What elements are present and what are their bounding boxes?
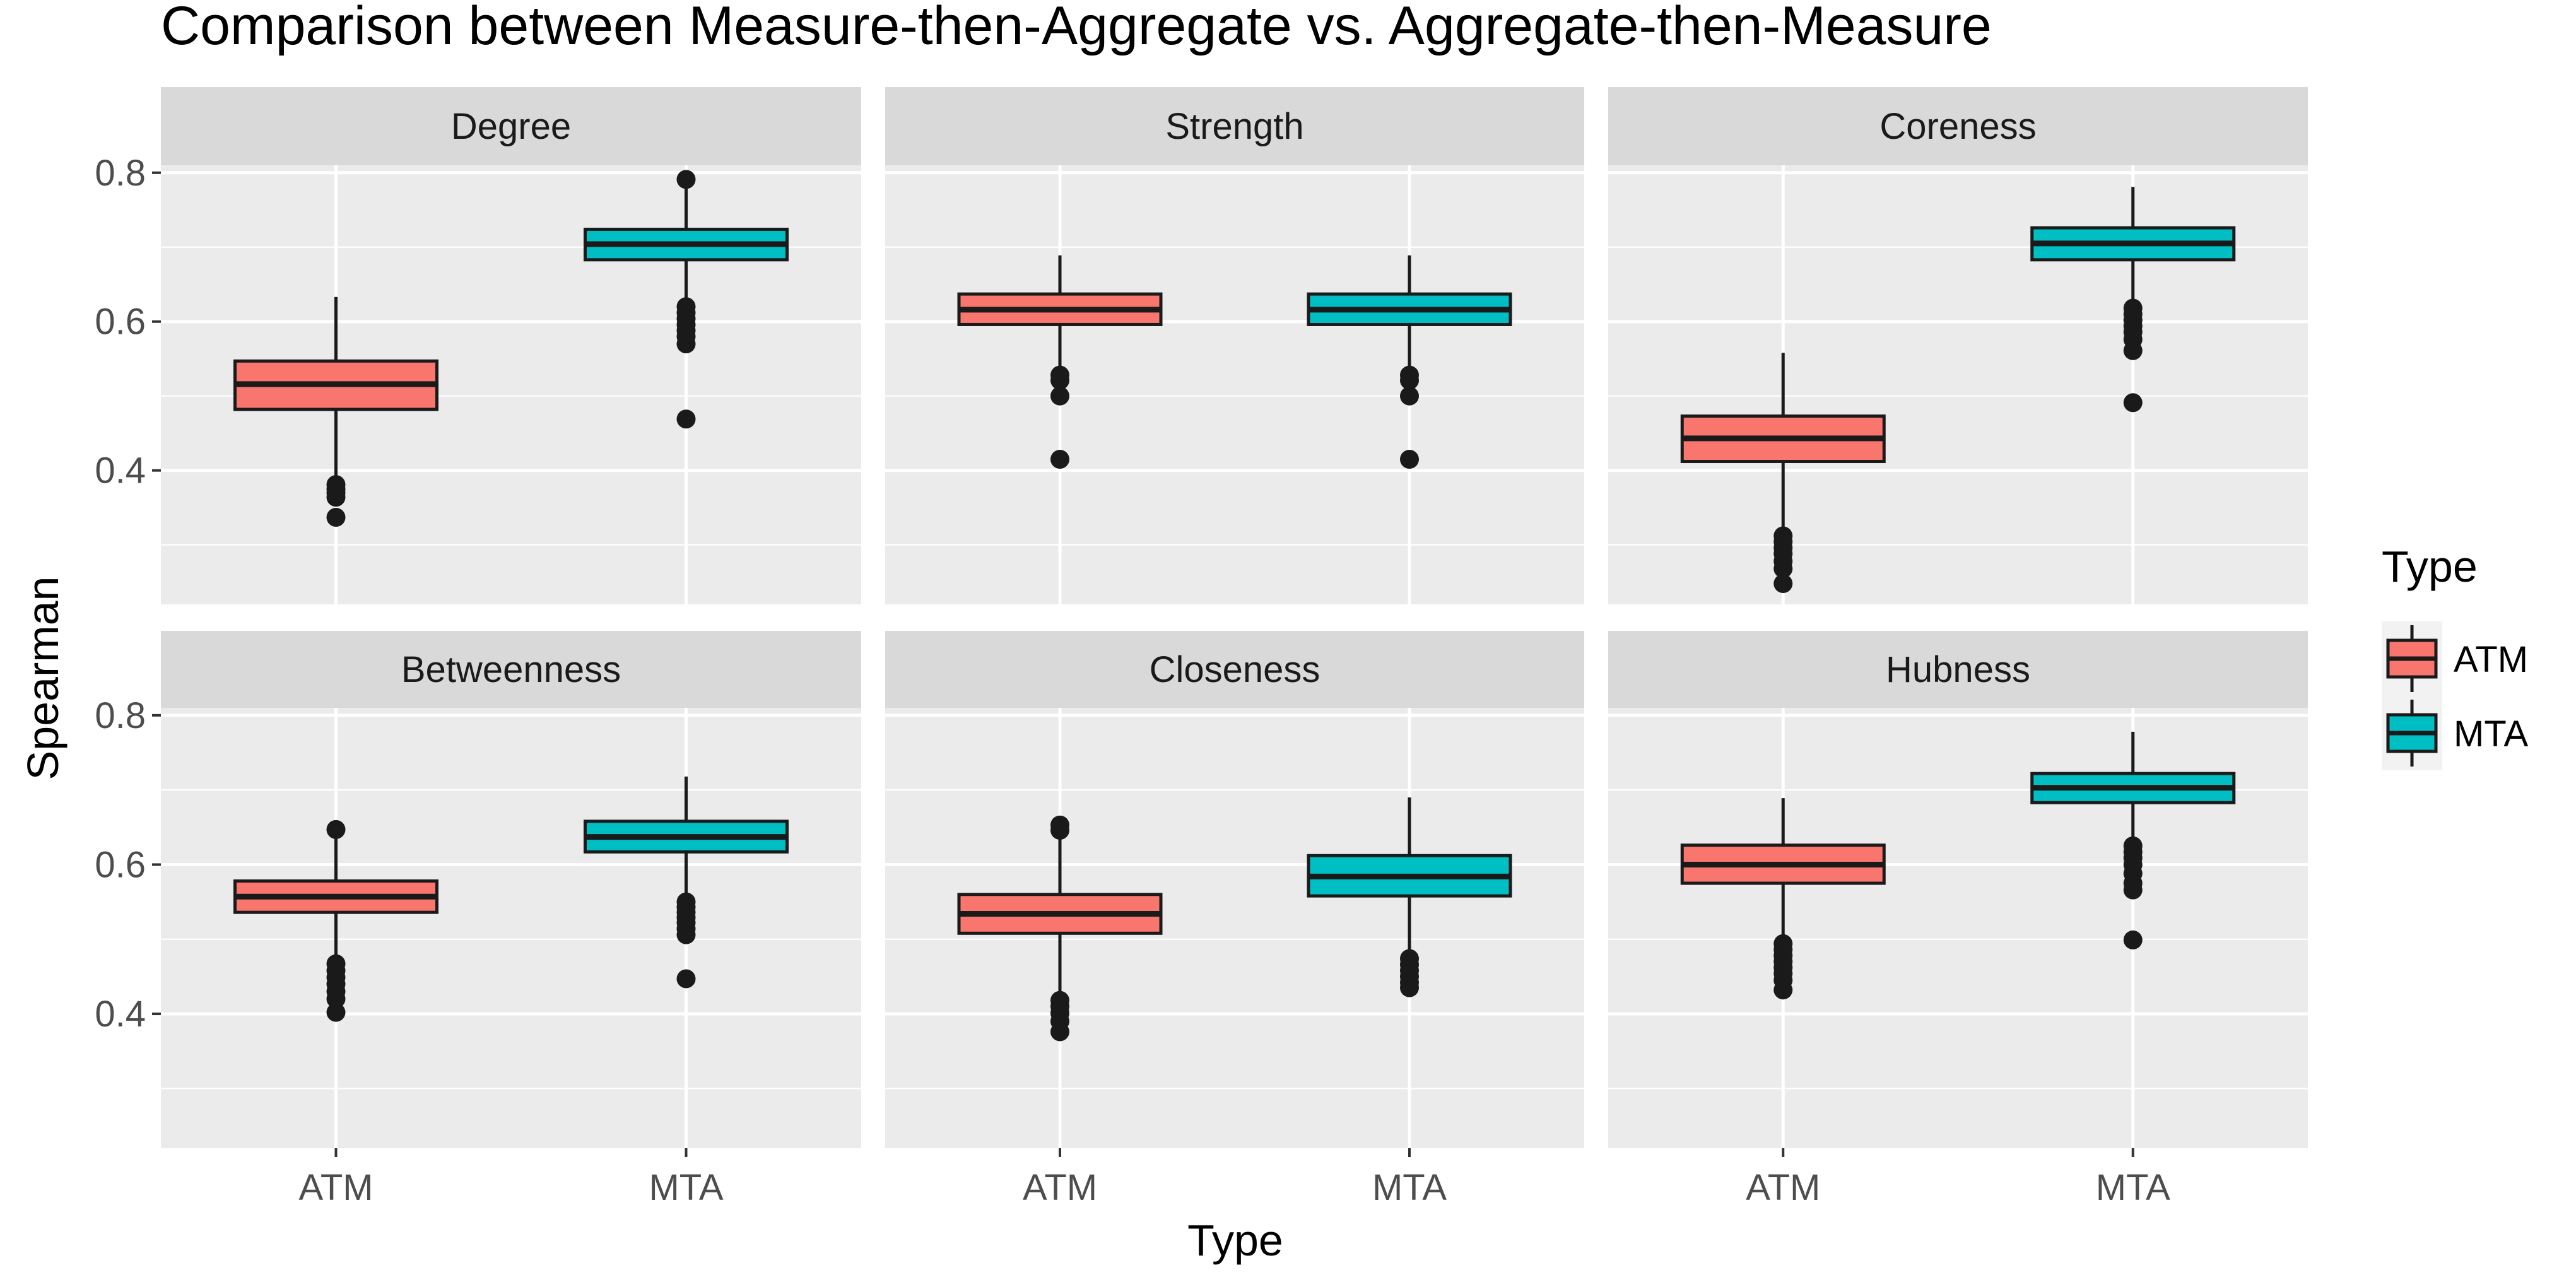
outlier-point [1400, 978, 1419, 997]
facet-strip [161, 631, 861, 708]
outlier-point [1050, 1022, 1069, 1042]
facet-strip-label: Closeness [1150, 649, 1320, 690]
outlier-point [1400, 449, 1419, 469]
outlier-point [1400, 386, 1419, 406]
box-group [233, 820, 438, 1022]
x-axis-title: Type [1187, 1216, 1283, 1265]
panels-layer: Degree 0.4 0.6 0.8 Strength Coreness Betweenne… [95, 87, 2308, 1208]
facet-strip-label: Coreness [1879, 106, 2036, 147]
facet-strip [885, 631, 1584, 708]
outlier-point [1050, 821, 1069, 840]
outlier-point [1773, 559, 1793, 579]
box-group [584, 776, 789, 989]
box-group [233, 297, 438, 527]
panel-background [885, 165, 1584, 604]
y-tick-label: 0.4 [95, 994, 146, 1035]
box-group [957, 255, 1163, 469]
legend-label: ATM [2454, 639, 2528, 680]
x-tick-label: MTA [1372, 1167, 1447, 1208]
outlier-point [326, 989, 346, 1009]
box-group [1307, 797, 1512, 997]
box-group [2030, 731, 2236, 949]
outlier-point [1773, 980, 1793, 1000]
x-tick-label: ATM [298, 1167, 373, 1208]
outlier-point [1050, 449, 1069, 469]
outlier-point [676, 334, 696, 354]
panel-background [161, 708, 861, 1148]
outlier-point [1050, 370, 1069, 390]
facet-strip-label: Betweenness [401, 649, 621, 690]
y-tick-label: 0.8 [95, 695, 146, 736]
outlier-point [676, 925, 696, 944]
facet-strip [1608, 631, 2308, 708]
legend: Type ATM MTA [2382, 542, 2528, 770]
facet-strip-label: Hubness [1886, 649, 2030, 690]
outlier-point [326, 507, 346, 527]
outlier-point [676, 409, 696, 429]
facet-strip-label: Strength [1165, 106, 1303, 147]
outlier-point [2123, 880, 2143, 900]
box-group [957, 815, 1163, 1042]
box-group [2030, 187, 2236, 413]
y-tick-label: 0.8 [95, 153, 146, 194]
outlier-point [676, 170, 696, 189]
outlier-point [326, 488, 346, 507]
legend-title: Type [2382, 542, 2478, 591]
box-group [1307, 255, 1512, 469]
legend-label: MTA [2454, 714, 2528, 755]
y-tick-label: 0.4 [95, 450, 146, 491]
box-group [1680, 798, 1886, 1000]
y-tick-label: 0.6 [95, 844, 146, 885]
facet-strip [161, 87, 861, 165]
y-tick-label: 0.6 [95, 302, 146, 343]
facet-strip [885, 87, 1584, 165]
outlier-point [326, 820, 346, 839]
outlier-point [2123, 930, 2143, 949]
outlier-point [676, 969, 696, 989]
outlier-point [2123, 393, 2143, 413]
facet-strip [1608, 87, 2308, 165]
box-group [1680, 353, 1886, 593]
outlier-point [1773, 573, 1793, 593]
box-group [584, 170, 789, 429]
outlier-point [1400, 370, 1419, 390]
legend-items: ATM MTA [2382, 621, 2528, 770]
y-axis-title: Spearman [18, 577, 68, 780]
x-tick-label: MTA [649, 1167, 723, 1208]
outlier-point [326, 1002, 346, 1022]
chart-title: Comparison between Measure-then-Aggregat… [161, 0, 1992, 56]
x-tick-label: MTA [2096, 1167, 2170, 1208]
x-tick-label: ATM [1023, 1167, 1097, 1208]
facet-strip-label: Degree [451, 106, 571, 147]
x-tick-label: ATM [1746, 1167, 1820, 1208]
outlier-point [2123, 341, 2143, 360]
outlier-point [1050, 386, 1069, 406]
